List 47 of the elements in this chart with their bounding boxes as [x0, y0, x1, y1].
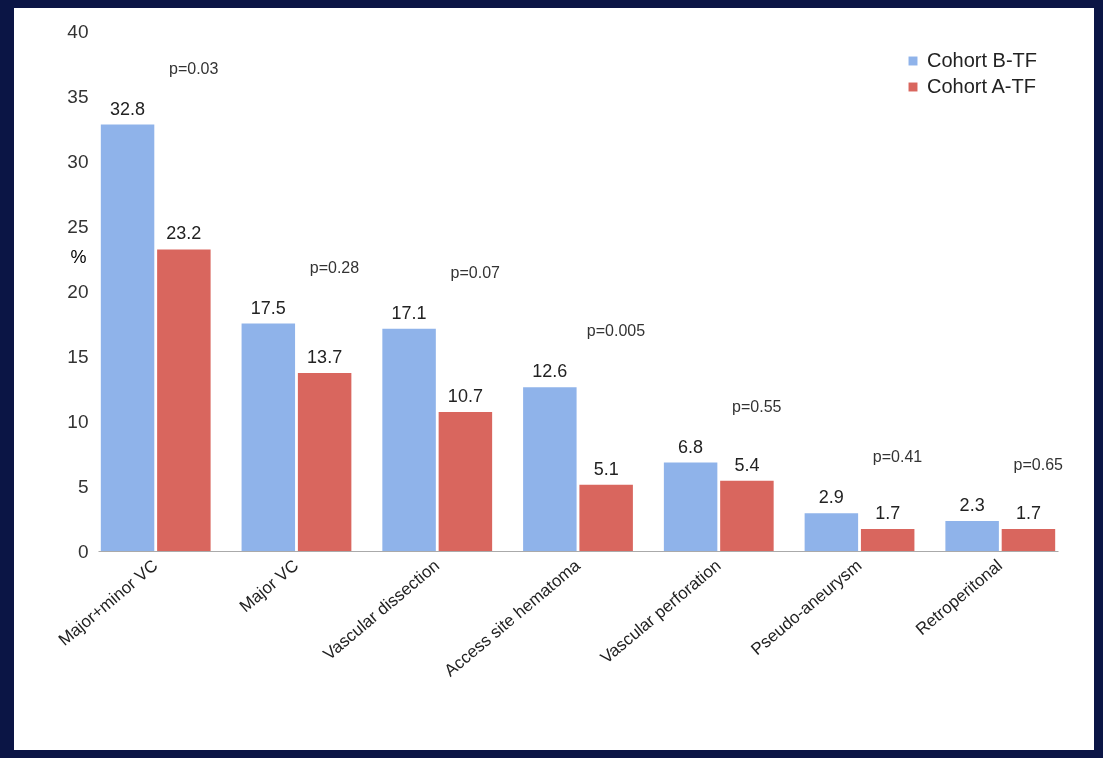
annotation: p=0.005 — [586, 322, 646, 340]
annotation: p=0.03 — [169, 59, 219, 77]
data-label: 17.1 — [391, 302, 427, 323]
data-label: 2.9 — [818, 487, 844, 508]
bar — [382, 328, 436, 551]
legend-label: Cohort A-TF — [927, 75, 1036, 97]
data-label: 13.7 — [307, 346, 343, 367]
y-tick-label: 15 — [67, 345, 89, 367]
bar — [438, 411, 493, 551]
data-label: 1.7 — [875, 502, 901, 523]
legend-label: Cohort B-TF — [927, 49, 1038, 71]
bar — [579, 484, 633, 551]
data-label: 32.8 — [110, 98, 146, 119]
y-tick-label: 35 — [67, 85, 89, 107]
bar — [523, 387, 577, 551]
bar — [945, 521, 999, 551]
annotation: p=0.41 — [872, 448, 923, 466]
data-label: 10.7 — [447, 385, 483, 406]
y-tick-label: 5 — [77, 475, 89, 497]
y-tick-label: 10 — [67, 410, 89, 432]
y-tick-label: 40 — [67, 20, 89, 42]
data-label: 17.5 — [250, 297, 286, 318]
annotation: p=0.65 — [1013, 456, 1064, 474]
annotation: p=0.55 — [732, 397, 782, 415]
bar — [297, 372, 352, 551]
data-label: 2.3 — [959, 495, 985, 516]
bar — [804, 513, 859, 551]
data-label: 5.1 — [593, 458, 619, 479]
data-label: 1.7 — [1015, 502, 1041, 523]
data-label: 6.8 — [678, 436, 704, 457]
data-label: 12.6 — [532, 361, 568, 382]
bar — [100, 124, 155, 551]
bar — [1001, 528, 1056, 551]
y-tick-label: 0 — [77, 540, 89, 562]
bar — [241, 323, 296, 551]
annotation: p=0.28 — [309, 258, 360, 276]
bar — [860, 528, 915, 551]
data-label: 5.4 — [734, 454, 760, 475]
bar — [663, 462, 718, 551]
data-label: 23.2 — [166, 223, 202, 244]
y-tick-label: 20 — [67, 280, 89, 302]
annotation: p=0.07 — [450, 263, 501, 281]
y-tick-label: 30 — [67, 150, 89, 172]
bar — [720, 480, 774, 551]
y-tick-label: 25 — [67, 215, 89, 237]
bar — [157, 249, 211, 551]
y-axis-title: % — [70, 246, 87, 267]
